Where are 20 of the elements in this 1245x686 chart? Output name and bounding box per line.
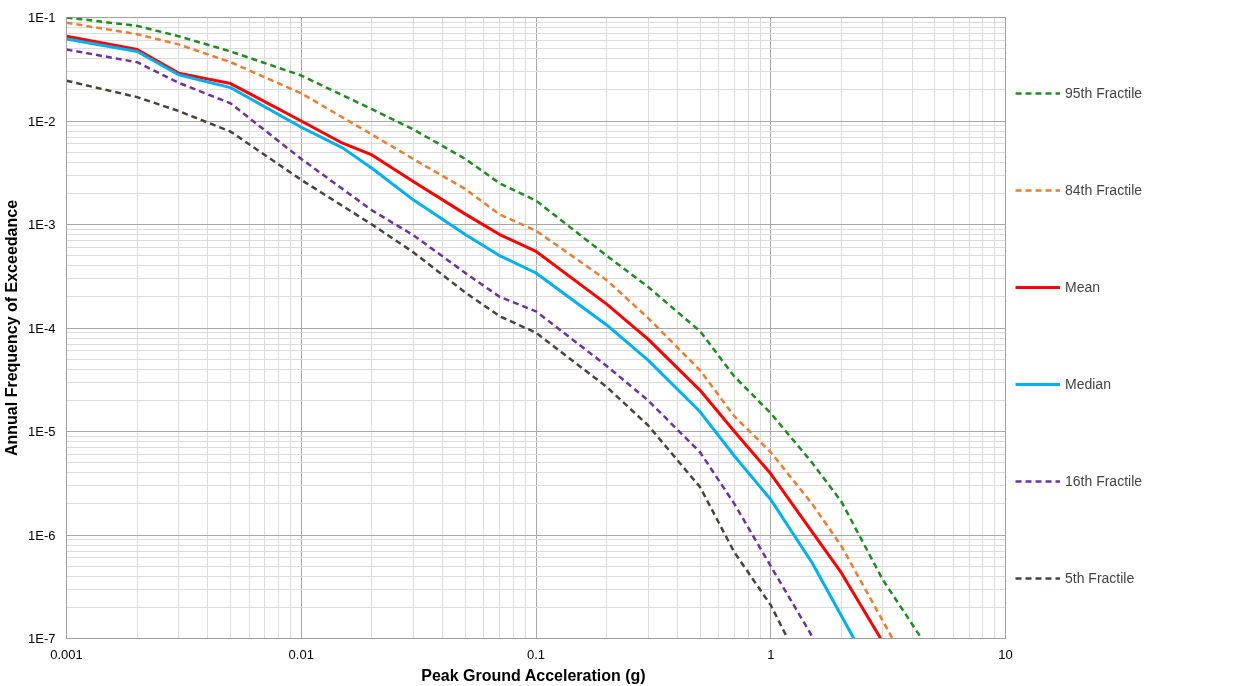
x-tick-label: 10 xyxy=(998,646,1013,662)
x-axis-title: Peak Ground Acceleration (g) xyxy=(421,666,646,684)
legend-label: Mean xyxy=(1065,279,1101,295)
y-tick-label: 1E-1 xyxy=(28,10,56,25)
x-tick-label: 0.01 xyxy=(288,646,314,662)
x-tick-label: 1 xyxy=(767,646,775,662)
legend-label: 16th Fractile xyxy=(1065,473,1143,489)
legend-label: Median xyxy=(1065,376,1111,392)
y-tick-label: 1E-2 xyxy=(28,113,56,129)
y-tick-label: 1E-3 xyxy=(28,217,56,232)
legend-label: 5th Fractile xyxy=(1065,570,1135,586)
x-tick-label: 0.001 xyxy=(50,646,83,662)
y-tick-label: 1E-6 xyxy=(28,527,56,543)
y-axis-title: Annual Frequency of Exceedance xyxy=(3,199,21,457)
y-tick-label: 1E-4 xyxy=(28,320,56,336)
legend-label: 84th Fractile xyxy=(1065,182,1143,198)
y-tick-label: 1E-5 xyxy=(28,424,56,439)
legend-label: 95th Fractile xyxy=(1065,85,1143,101)
y-tick-label: 1E-7 xyxy=(28,631,56,646)
x-tick-label: 0.1 xyxy=(526,646,546,662)
